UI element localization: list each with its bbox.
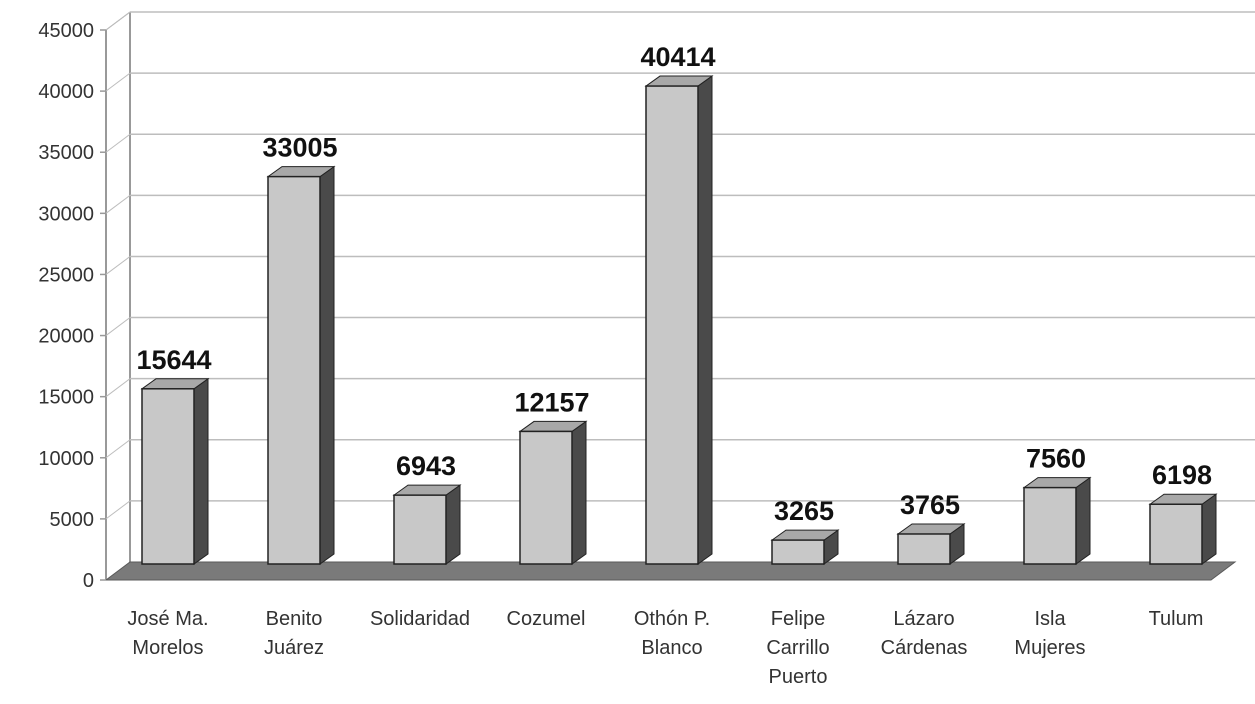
bar-front xyxy=(1023,486,1077,565)
bar xyxy=(770,529,840,565)
y-tick-label: 45000 xyxy=(38,20,94,42)
gridline-wall xyxy=(105,72,131,92)
category-label: Isla Mujeres xyxy=(1014,608,1085,659)
category-label-line: Mujeres xyxy=(1014,637,1085,659)
category-label-line: Othón P. xyxy=(634,608,710,630)
bar-front xyxy=(141,388,195,565)
category-label-line: Felipe xyxy=(771,608,825,630)
bar-side xyxy=(1201,493,1217,565)
data-label: 3265 xyxy=(774,496,834,526)
data-label: 6943 xyxy=(396,451,456,481)
bar-front xyxy=(1149,503,1203,565)
category-label-line: Morelos xyxy=(132,637,203,659)
bar-front xyxy=(897,533,951,565)
bar xyxy=(1148,493,1218,565)
category-label-line: Tulum xyxy=(1149,608,1204,630)
bar xyxy=(266,165,336,565)
category-label: José Ma. Morelos xyxy=(127,608,208,659)
gridline-wall xyxy=(105,439,131,459)
y-tick-label: 0 xyxy=(83,570,94,592)
y-tick-label: 10000 xyxy=(38,448,94,470)
y-tick-label: 35000 xyxy=(38,142,94,164)
bar-side xyxy=(1075,476,1091,565)
category-label: Benito Juárez xyxy=(264,608,324,659)
bar-front xyxy=(771,539,825,565)
category-labels: José Ma. Morelos Benito Juárez Solidaridad Co… xyxy=(127,608,1203,688)
gridline-wall xyxy=(105,194,131,214)
gridline-wall xyxy=(105,317,131,336)
bar-side xyxy=(193,377,209,565)
bar-front xyxy=(645,85,699,565)
data-label: 7560 xyxy=(1026,444,1086,474)
bar-front xyxy=(519,430,573,565)
data-label: 15644 xyxy=(136,345,211,375)
gridline-wall xyxy=(105,11,131,31)
category-label: Cozumel xyxy=(507,608,586,630)
category-label-line: Blanco xyxy=(641,637,702,659)
gridline-wall xyxy=(105,378,131,398)
data-label: 33005 xyxy=(262,133,337,163)
category-label-line: José Ma. xyxy=(127,608,208,630)
data-labels: 15644 33005 6943 12157 40414 3265 3765 7560 6198 xyxy=(136,42,1212,526)
bar-front xyxy=(393,494,447,565)
data-label: 12157 xyxy=(514,387,589,417)
gridline-wall xyxy=(105,133,131,153)
y-tick-label: 25000 xyxy=(38,264,94,286)
category-label-line: Benito xyxy=(266,608,323,630)
bar xyxy=(1022,476,1092,565)
bar xyxy=(896,523,966,565)
category-label-line: Puerto xyxy=(769,666,828,688)
y-axis-ticks: 0 5000 10000 15000 20000 25000 30000 35000 40000… xyxy=(38,20,106,592)
category-label: Tulum xyxy=(1149,608,1204,630)
bar xyxy=(644,75,714,565)
bar-side xyxy=(445,484,461,565)
bar-side xyxy=(571,420,587,565)
data-label: 6198 xyxy=(1152,460,1212,490)
category-label-line: Lázaro xyxy=(893,608,954,630)
y-tick-label: 5000 xyxy=(50,509,95,531)
floor-plane xyxy=(104,561,1237,581)
category-label-line: Carrillo xyxy=(766,637,829,659)
y-tick-label: 15000 xyxy=(38,387,94,409)
category-label-line: Solidaridad xyxy=(370,608,470,630)
y-tick-label: 30000 xyxy=(38,203,94,225)
category-label: Othón P. Blanco xyxy=(634,608,710,659)
chart-floor xyxy=(104,561,1237,581)
data-label: 40414 xyxy=(640,42,715,72)
bar-front xyxy=(267,175,321,565)
bar xyxy=(518,420,588,565)
category-label: Solidaridad xyxy=(370,608,470,630)
category-label-line: Isla xyxy=(1034,608,1066,630)
category-label-line: Cozumel xyxy=(507,608,586,630)
bar xyxy=(140,377,210,565)
bars xyxy=(140,75,1218,565)
bar-side xyxy=(319,165,335,565)
gridline-wall xyxy=(105,500,131,520)
category-label: Lázaro Cárdenas xyxy=(881,608,968,659)
bar-side xyxy=(697,75,713,565)
category-label: Felipe Carrillo Puerto xyxy=(766,608,829,688)
data-label: 3765 xyxy=(900,490,960,520)
gridline-wall xyxy=(105,256,131,275)
y-tick-label: 40000 xyxy=(38,81,94,103)
category-label-line: Cárdenas xyxy=(881,637,968,659)
y-tick-label: 20000 xyxy=(38,326,94,348)
category-label-line: Juárez xyxy=(264,637,324,659)
bar xyxy=(392,484,462,565)
